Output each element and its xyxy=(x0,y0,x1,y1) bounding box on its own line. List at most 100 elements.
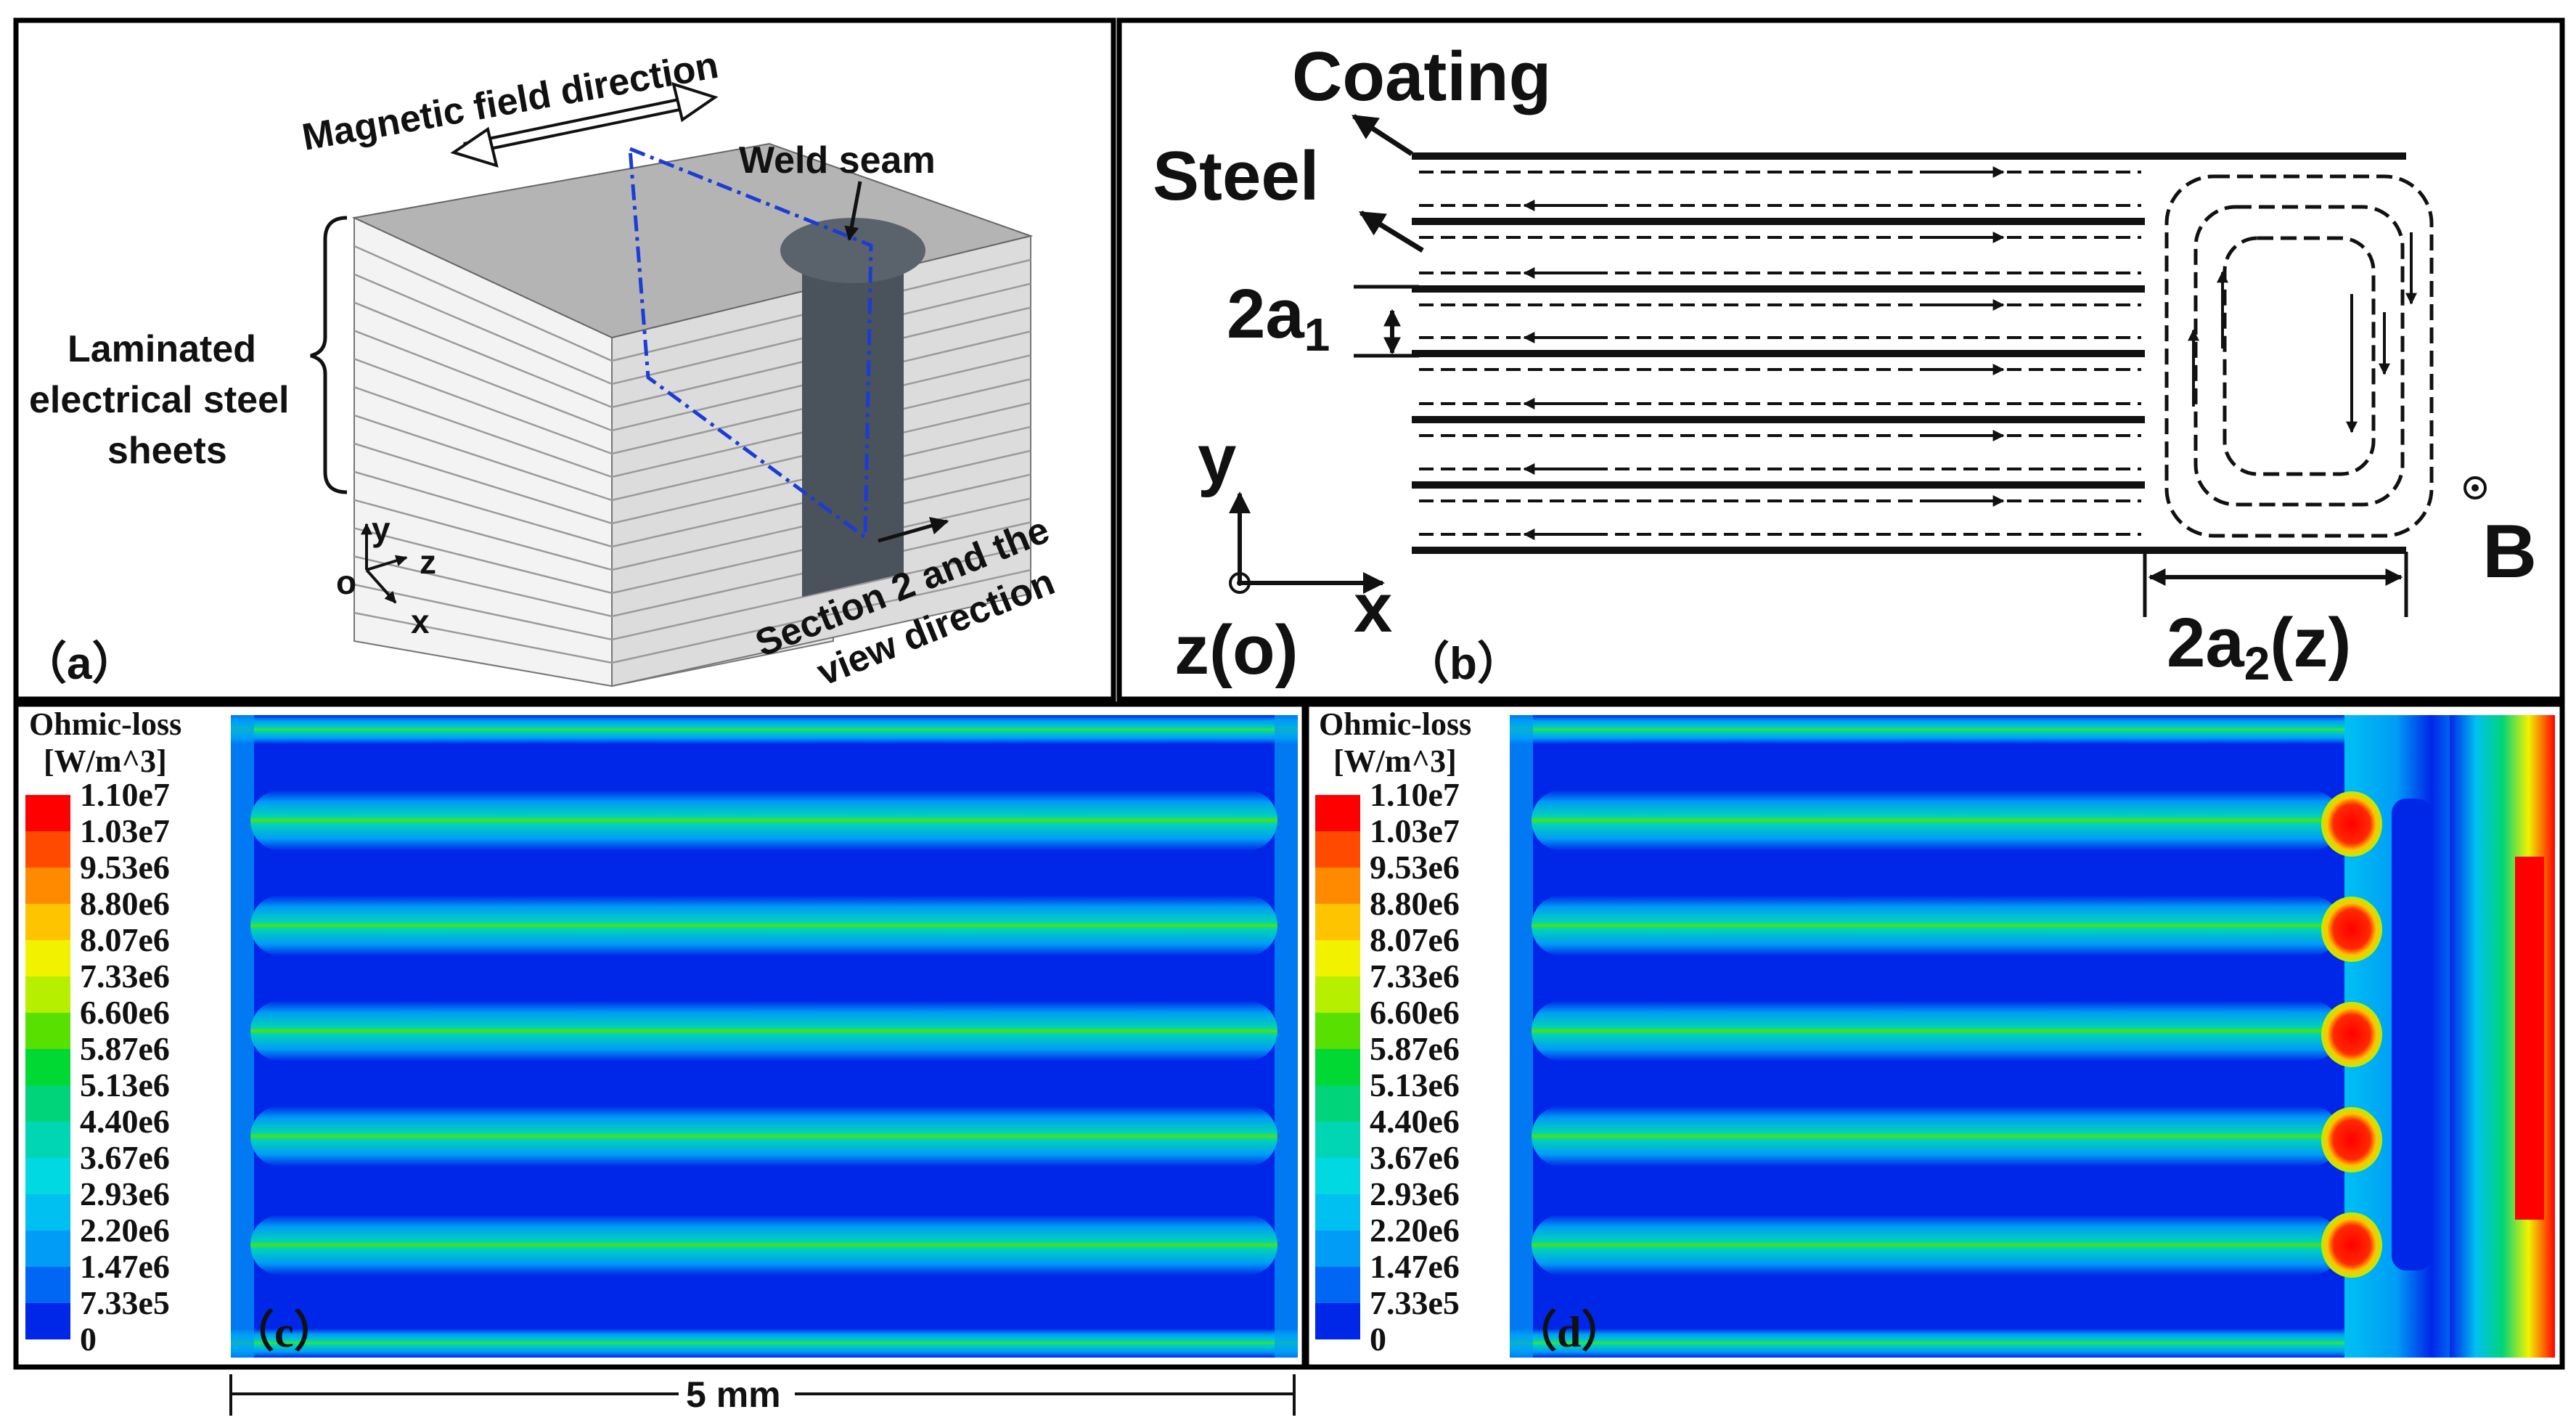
svg-text:z: z xyxy=(420,543,436,581)
loss-band xyxy=(250,895,1277,956)
panel-d: Ohmic-loss[W/m^3]1.10e71.03e79.53e68.80e… xyxy=(1315,706,2555,1358)
b-field-dot xyxy=(2463,476,2487,499)
legend-swatch xyxy=(1315,1194,1360,1231)
legend-swatch xyxy=(1315,940,1360,976)
legend-swatch xyxy=(25,795,70,831)
panel-b-border xyxy=(1116,17,2565,702)
contour-plot-d xyxy=(1510,715,2555,1358)
lamination-line xyxy=(353,545,1031,641)
weld-seam-pointer xyxy=(844,181,862,241)
legend-value: 0 xyxy=(1370,1321,1386,1358)
legend-value: 4.40e6 xyxy=(1370,1103,1460,1140)
section-arrow xyxy=(878,517,949,543)
panel-c: Ohmic-loss[W/m^3]1.10e71.03e79.53e68.80e… xyxy=(25,706,1298,1358)
loss-band xyxy=(250,1215,1277,1276)
laminated-brace xyxy=(310,216,348,494)
steel-sheets xyxy=(1412,152,2406,554)
svg-text:y: y xyxy=(1198,420,1236,498)
scale-bar-label: 5 mm xyxy=(686,1374,781,1415)
panel-d-border xyxy=(1304,701,2565,1370)
svg-text:z(o): z(o) xyxy=(1174,611,1299,689)
legend-swatch xyxy=(25,1231,70,1267)
legend-swatch xyxy=(1315,795,1360,831)
legend-value: 3.67e6 xyxy=(1370,1139,1460,1176)
laminated-label-line1: Laminated xyxy=(68,328,256,370)
legend-swatch xyxy=(25,904,70,940)
legend-value: 5.87e6 xyxy=(1370,1030,1460,1067)
loss-band xyxy=(1532,1000,2341,1061)
loss-band xyxy=(1532,895,2341,956)
weld-seam-shape xyxy=(780,218,925,597)
legend-value: 1.47e6 xyxy=(1370,1248,1460,1285)
legend-value: 9.53e6 xyxy=(80,849,170,886)
legend-swatch xyxy=(1315,1122,1360,1158)
lamination-line xyxy=(353,568,1031,664)
steel-pointer xyxy=(1359,211,1424,253)
legend-swatch xyxy=(25,1303,70,1339)
legend-swatch xyxy=(25,1049,70,1085)
weld-seam-label: Weld seam xyxy=(739,139,936,181)
loss-band xyxy=(250,1000,1277,1061)
legend-value: 7.33e5 xyxy=(1370,1284,1460,1321)
legend-c: Ohmic-loss[W/m^3]1.10e71.03e79.53e68.80e… xyxy=(25,706,181,1358)
legend-swatch xyxy=(25,1013,70,1049)
legend-swatch xyxy=(25,976,70,1013)
legend-swatch xyxy=(25,940,70,976)
loss-band xyxy=(250,1106,1277,1167)
legend-value: 5.87e6 xyxy=(80,1030,170,1067)
legend-value: 1.10e7 xyxy=(1370,776,1460,813)
loss-band xyxy=(1532,1106,2341,1167)
svg-text:x: x xyxy=(1354,569,1392,647)
svg-text:y: y xyxy=(372,510,391,548)
hot-spot xyxy=(2321,1107,2382,1172)
legend-value: 7.33e6 xyxy=(1370,958,1460,995)
legend-swatch xyxy=(25,1122,70,1158)
legend-swatch xyxy=(25,1158,70,1194)
legend-swatch xyxy=(25,831,70,868)
panel-b: Coating Steel 2a1 2a2(z) B y x z(o) （b） xyxy=(1153,38,2537,690)
legend-value: 2.20e6 xyxy=(80,1212,170,1249)
legend-swatch xyxy=(1315,1085,1360,1122)
a2-label: 2a2(z) xyxy=(2167,604,2351,690)
weld-eddy-loops xyxy=(2164,174,2434,538)
legend-swatch xyxy=(25,1194,70,1231)
legend-value: 1.47e6 xyxy=(80,1248,170,1285)
axis-triad-a: y z o x xyxy=(336,510,436,640)
loss-band xyxy=(1532,1215,2341,1276)
svg-text:o: o xyxy=(336,563,356,601)
coating-pointer xyxy=(1352,114,1413,156)
legend-units: [W/m^3] xyxy=(44,743,167,779)
legend-swatch xyxy=(1315,831,1360,868)
panel-c-label: （c） xyxy=(231,1307,338,1356)
section-plane xyxy=(628,146,873,541)
legend-swatch xyxy=(1315,976,1360,1013)
hot-spot xyxy=(2321,897,2382,962)
legend-value: 9.53e6 xyxy=(1370,849,1460,886)
legend-value: 7.33e5 xyxy=(80,1284,170,1321)
legend-value: 3.67e6 xyxy=(80,1139,170,1176)
legend-value: 0 xyxy=(80,1321,97,1358)
legend-swatch xyxy=(1315,1158,1360,1194)
coating-label: Coating xyxy=(1292,38,1551,115)
legend-swatch xyxy=(25,1085,70,1122)
b-field-label: B xyxy=(2482,510,2537,594)
contour-plot-c xyxy=(231,715,1298,1358)
legend-swatch xyxy=(1315,1013,1360,1049)
laminated-label-line3: sheets xyxy=(107,430,227,472)
legend-value: 6.60e6 xyxy=(1370,994,1460,1031)
hot-spot xyxy=(2321,1212,2382,1278)
legend-swatch xyxy=(1315,1267,1360,1303)
legend-value: 1.03e7 xyxy=(80,812,170,849)
legend-swatch xyxy=(1315,1303,1360,1339)
legend-d: Ohmic-loss[W/m^3]1.10e71.03e79.53e68.80e… xyxy=(1315,706,1471,1358)
legend-value: 5.13e6 xyxy=(80,1066,170,1103)
legend-value: 4.40e6 xyxy=(80,1103,170,1140)
laminated-label-line2: electrical steel xyxy=(29,379,289,421)
legend-units: [W/m^3] xyxy=(1333,743,1457,779)
svg-text:x: x xyxy=(411,603,430,640)
scale-bar: 5 mm xyxy=(229,1374,1296,1416)
a1-label: 2a1 xyxy=(1227,275,1330,361)
legend-value: 5.13e6 xyxy=(1370,1066,1460,1103)
legend-value: 8.07e6 xyxy=(1370,921,1460,958)
